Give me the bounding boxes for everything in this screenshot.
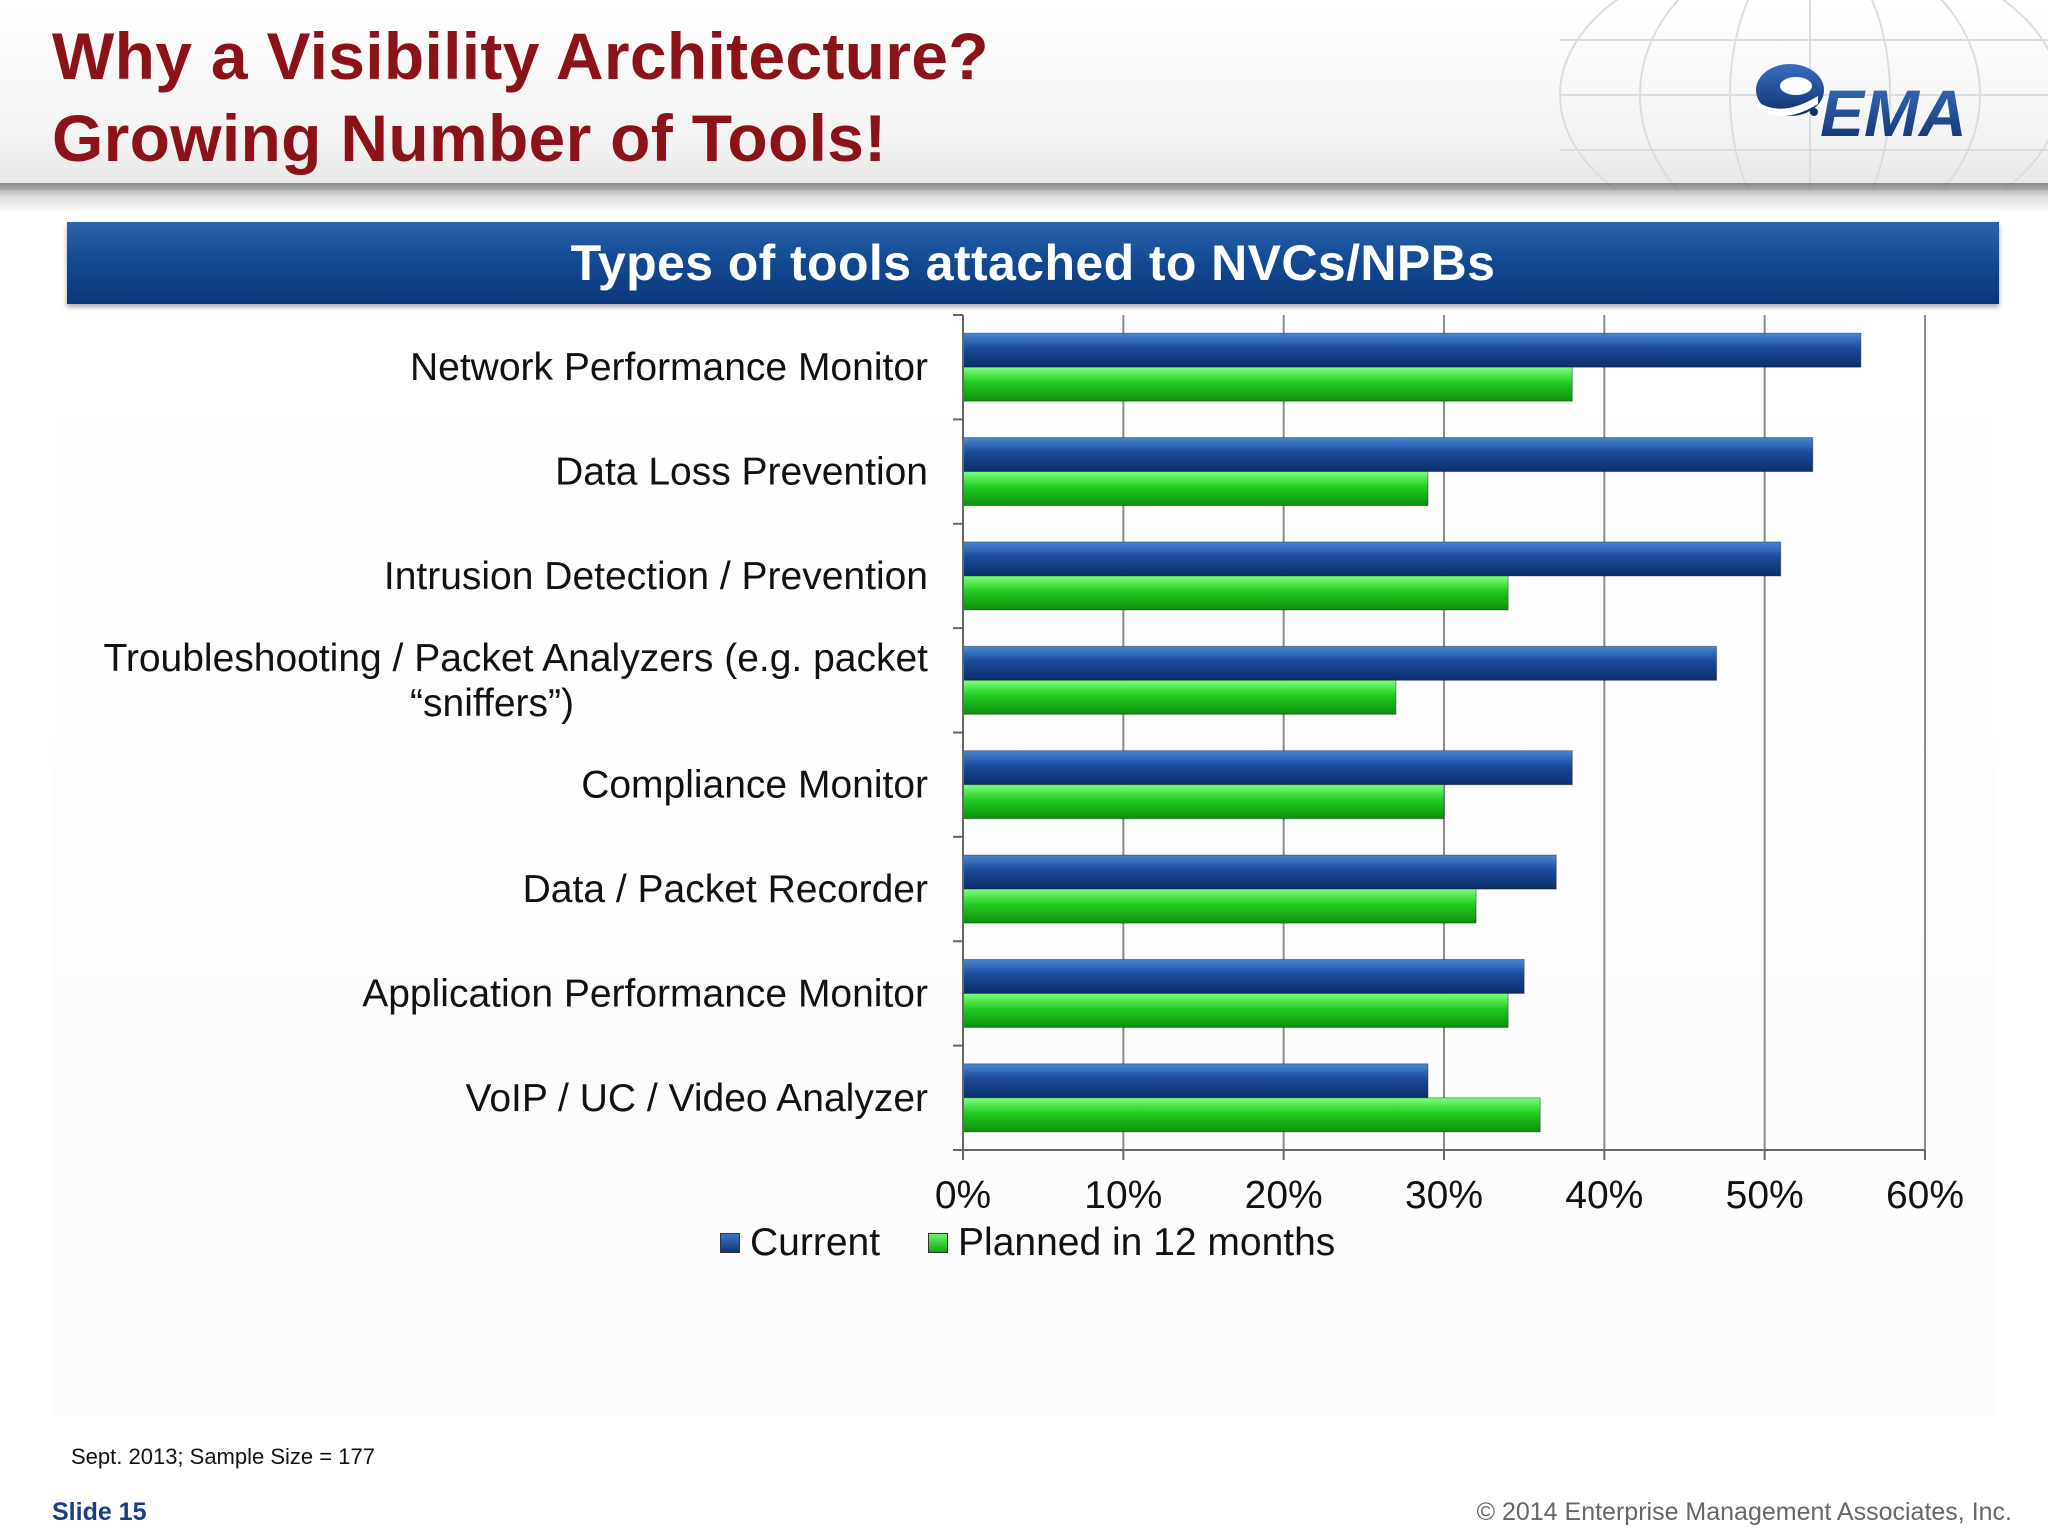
bar-planned — [962, 366, 1573, 402]
copyright: © 2014 Enterprise Management Associates,… — [1476, 1498, 2012, 1526]
bar-planned — [962, 784, 1445, 820]
x-tick-labels: 0% 10% 20% 30% 40% 50% 60% — [935, 1174, 1964, 1217]
bar-current — [962, 541, 1782, 577]
category-label: Compliance Monitor — [581, 764, 928, 807]
category-label: Intrusion Detection / Prevention — [384, 555, 928, 598]
bar-current — [962, 645, 1718, 681]
legend-label-current: Current — [750, 1221, 881, 1264]
bar-current — [962, 750, 1573, 786]
category-label: Data / Packet Recorder — [523, 868, 928, 911]
category-label: “sniffers”) — [410, 682, 574, 725]
bar-planned — [962, 471, 1429, 507]
x-tick-label: 30% — [1405, 1174, 1483, 1217]
bar-current — [962, 1063, 1429, 1099]
x-tick-label: 0% — [935, 1174, 991, 1217]
bar-planned — [962, 575, 1509, 611]
bar-chart: Network Performance Monitor Data Loss Pre… — [103, 314, 1964, 1217]
x-tick-label: 20% — [1245, 1174, 1323, 1217]
header-shadow — [0, 183, 2048, 213]
legend: Current Planned in 12 months — [720, 1218, 1335, 1268]
source-note: Sept. 2013; Sample Size = 177 — [71, 1444, 375, 1469]
bar-planned — [962, 992, 1509, 1028]
slide-title-line-1: Why a Visibility Architecture? — [52, 19, 989, 93]
category-label: Application Performance Monitor — [362, 972, 928, 1015]
x-tick-label: 50% — [1726, 1174, 1804, 1217]
bar-planned — [962, 888, 1477, 924]
ema-logo: EMA — [1756, 64, 1967, 146]
category-label: Troubleshooting / Packet Analyzers (e.g.… — [103, 637, 928, 680]
bar-planned — [962, 1097, 1541, 1133]
legend-label-planned: Planned in 12 months — [958, 1221, 1336, 1264]
bar-current — [962, 958, 1525, 994]
legend-swatch-current — [720, 1233, 740, 1253]
ema-swirl-icon — [1756, 64, 1824, 117]
category-label: Data Loss Prevention — [555, 451, 928, 494]
bar-current — [962, 437, 1814, 473]
category-labels: Network Performance Monitor Data Loss Pre… — [103, 346, 928, 1120]
category-label: VoIP / UC / Video Analyzer — [466, 1077, 929, 1120]
bar-current — [962, 854, 1557, 890]
legend-swatch-planned — [928, 1233, 949, 1253]
category-label: Network Performance Monitor — [410, 346, 928, 389]
x-tick-label: 10% — [1084, 1174, 1162, 1217]
slide-number: Slide 15 — [52, 1498, 147, 1526]
x-tick-label: 60% — [1886, 1174, 1964, 1217]
chart-title: Types of tools attached to NVCs/NPBs — [67, 222, 1999, 304]
bars — [962, 332, 1862, 1133]
slide-title-line-2: Growing Number of Tools! — [52, 101, 887, 175]
axes — [953, 314, 1926, 1160]
logo-text: EMA — [1820, 76, 1967, 146]
bar-planned — [962, 679, 1397, 715]
x-tick-label: 40% — [1565, 1174, 1643, 1217]
bar-current — [962, 332, 1862, 368]
